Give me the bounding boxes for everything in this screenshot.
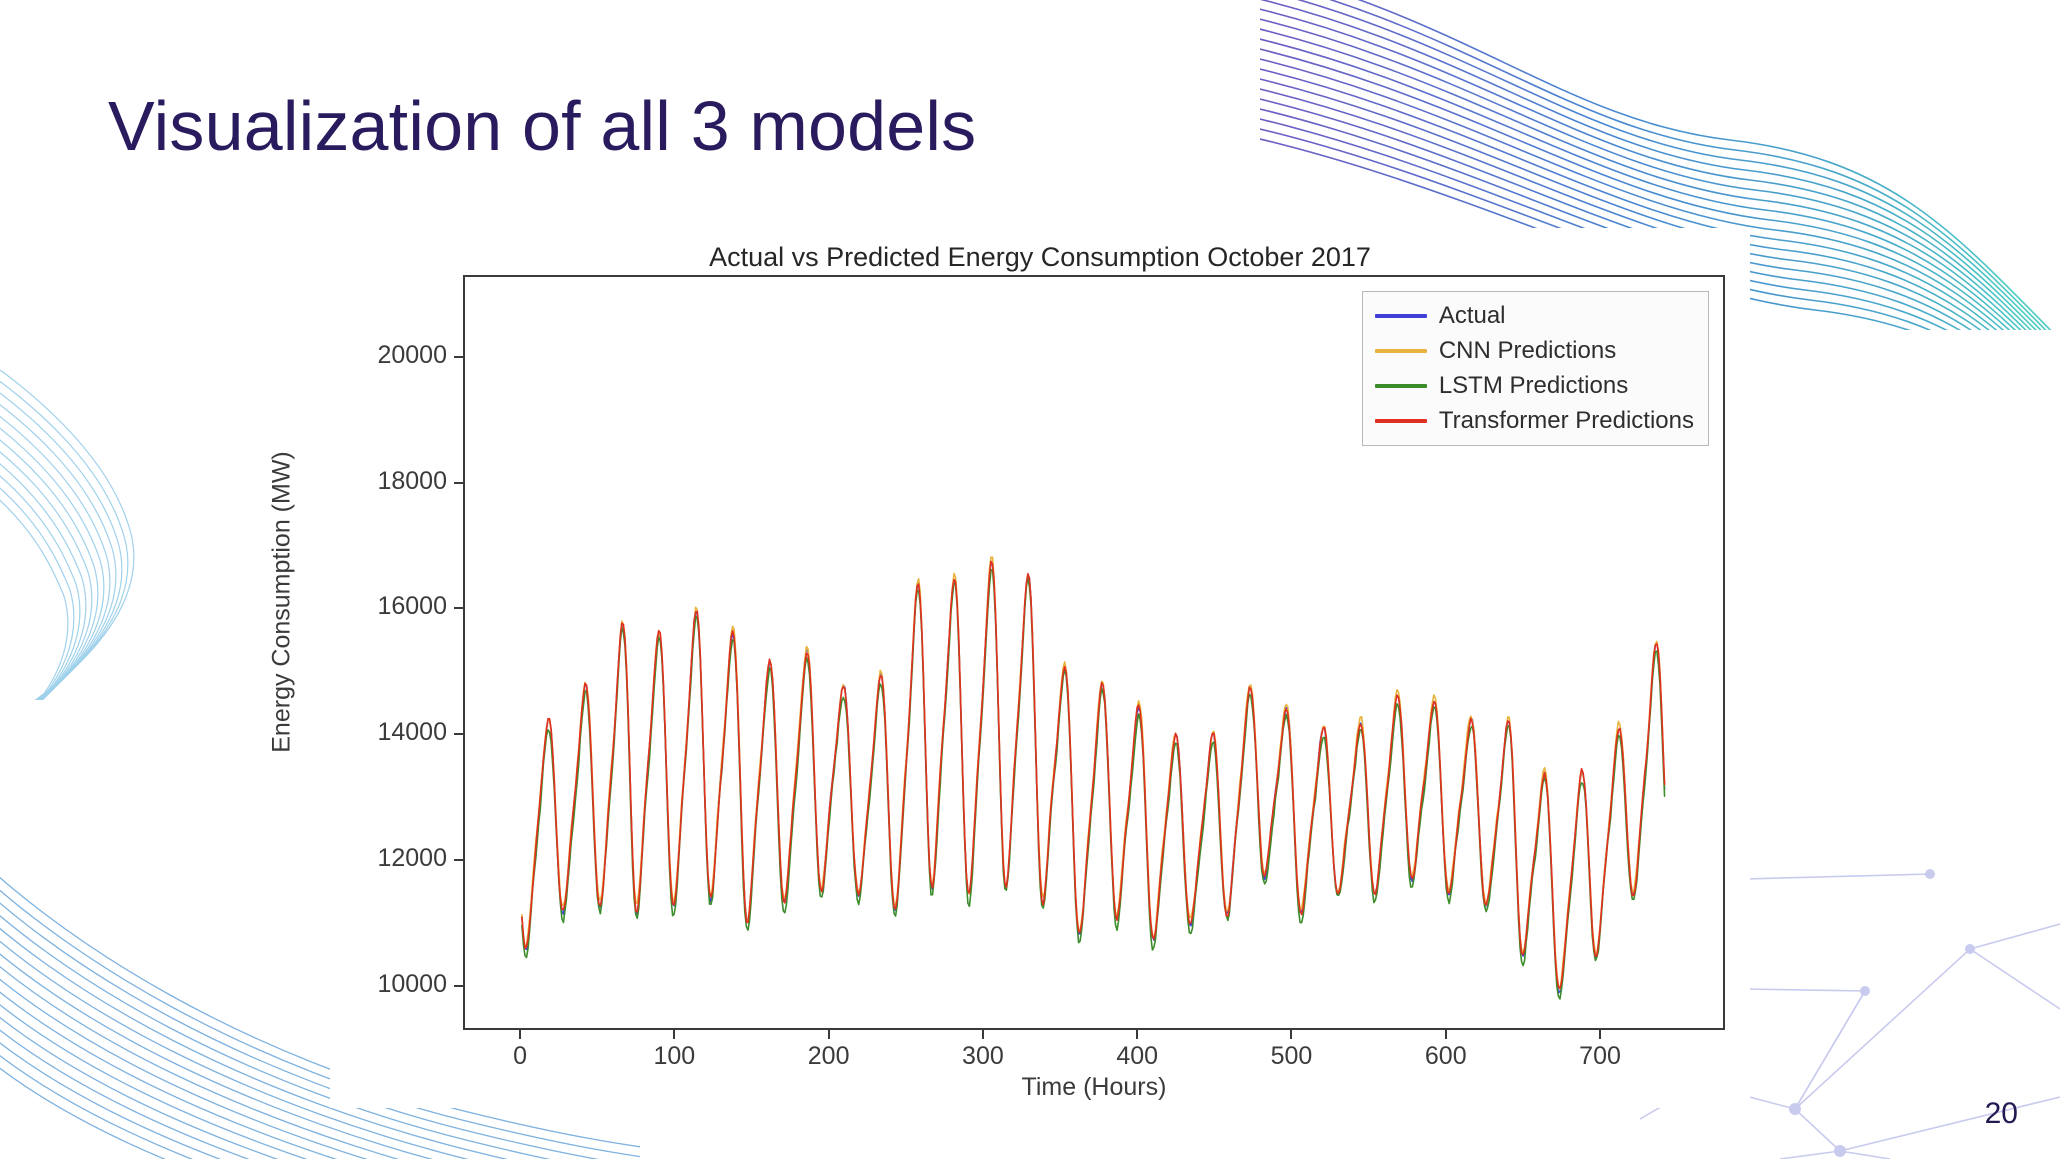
- x-tick-label: 0: [513, 1042, 528, 1070]
- x-tick-label: 100: [653, 1042, 696, 1070]
- y-tick-label: 10000: [377, 969, 447, 998]
- x-axis-label: Time (Hours): [1021, 1073, 1167, 1101]
- legend-label: Transformer Predictions: [1438, 407, 1694, 434]
- chart-title: Actual vs Predicted Energy Consumption O…: [709, 242, 1371, 272]
- x-tick-mark: [981, 1030, 984, 1039]
- page-number: 20: [1984, 1097, 2018, 1130]
- x-tick-mark: [519, 1030, 522, 1039]
- series-line: [522, 561, 1665, 988]
- x-tick-label: 600: [1424, 1042, 1467, 1070]
- legend-label: Actual: [1438, 302, 1506, 329]
- y-tick-mark: [454, 733, 463, 736]
- legend-item[interactable]: Actual: [1374, 302, 1694, 330]
- x-tick-mark: [1290, 1030, 1293, 1039]
- legend-color-swatch-icon: [1374, 384, 1427, 388]
- legend-color-swatch-icon: [1374, 314, 1427, 318]
- y-tick-mark: [454, 607, 463, 610]
- x-tick-mark: [1136, 1030, 1139, 1039]
- legend-color-swatch-icon: [1374, 419, 1427, 423]
- y-tick-label: 18000: [377, 466, 447, 495]
- x-tick-label: 500: [1270, 1042, 1313, 1070]
- x-tick-mark: [673, 1030, 676, 1039]
- x-tick-label: 700: [1579, 1042, 1621, 1070]
- x-tick-mark: [1444, 1030, 1447, 1039]
- y-tick-mark: [454, 355, 463, 358]
- left-upper-waves-decoration: [0, 370, 135, 700]
- x-tick-label: 200: [807, 1042, 850, 1070]
- legend-item[interactable]: Transformer Predictions: [1374, 407, 1694, 435]
- legend-label: LSTM Predictions: [1438, 372, 1629, 399]
- legend-label: CNN Predictions: [1438, 337, 1617, 364]
- page-title: Visualization of all 3 models: [108, 87, 977, 165]
- y-tick-mark: [454, 481, 463, 484]
- x-tick-mark: [827, 1030, 830, 1039]
- legend-item[interactable]: CNN Predictions: [1374, 337, 1694, 365]
- legend-item[interactable]: LSTM Predictions: [1374, 372, 1694, 400]
- y-tick-label: 12000: [377, 844, 447, 873]
- x-tick-label: 300: [962, 1042, 1004, 1070]
- y-tick-mark: [454, 984, 463, 987]
- chart-figure: Actual vs Predicted Energy Consumption O…: [268, 228, 1750, 1108]
- y-tick-label: 14000: [377, 718, 447, 747]
- chart-legend: Actual CNN Predictions LSTM Predictions Tra…: [1361, 291, 1709, 446]
- y-axis-label: Energy Consumption (MW): [267, 451, 296, 753]
- plot-area: Actual CNN Predictions LSTM Predictions Tra…: [463, 275, 1725, 1030]
- series-lines: [465, 277, 1723, 1028]
- y-tick-label: 16000: [377, 592, 447, 621]
- legend-color-swatch-icon: [1374, 349, 1427, 353]
- y-tick-label: 20000: [377, 340, 447, 369]
- x-tick-label: 400: [1116, 1042, 1159, 1070]
- x-tick-mark: [1599, 1030, 1602, 1039]
- y-tick-mark: [454, 859, 463, 862]
